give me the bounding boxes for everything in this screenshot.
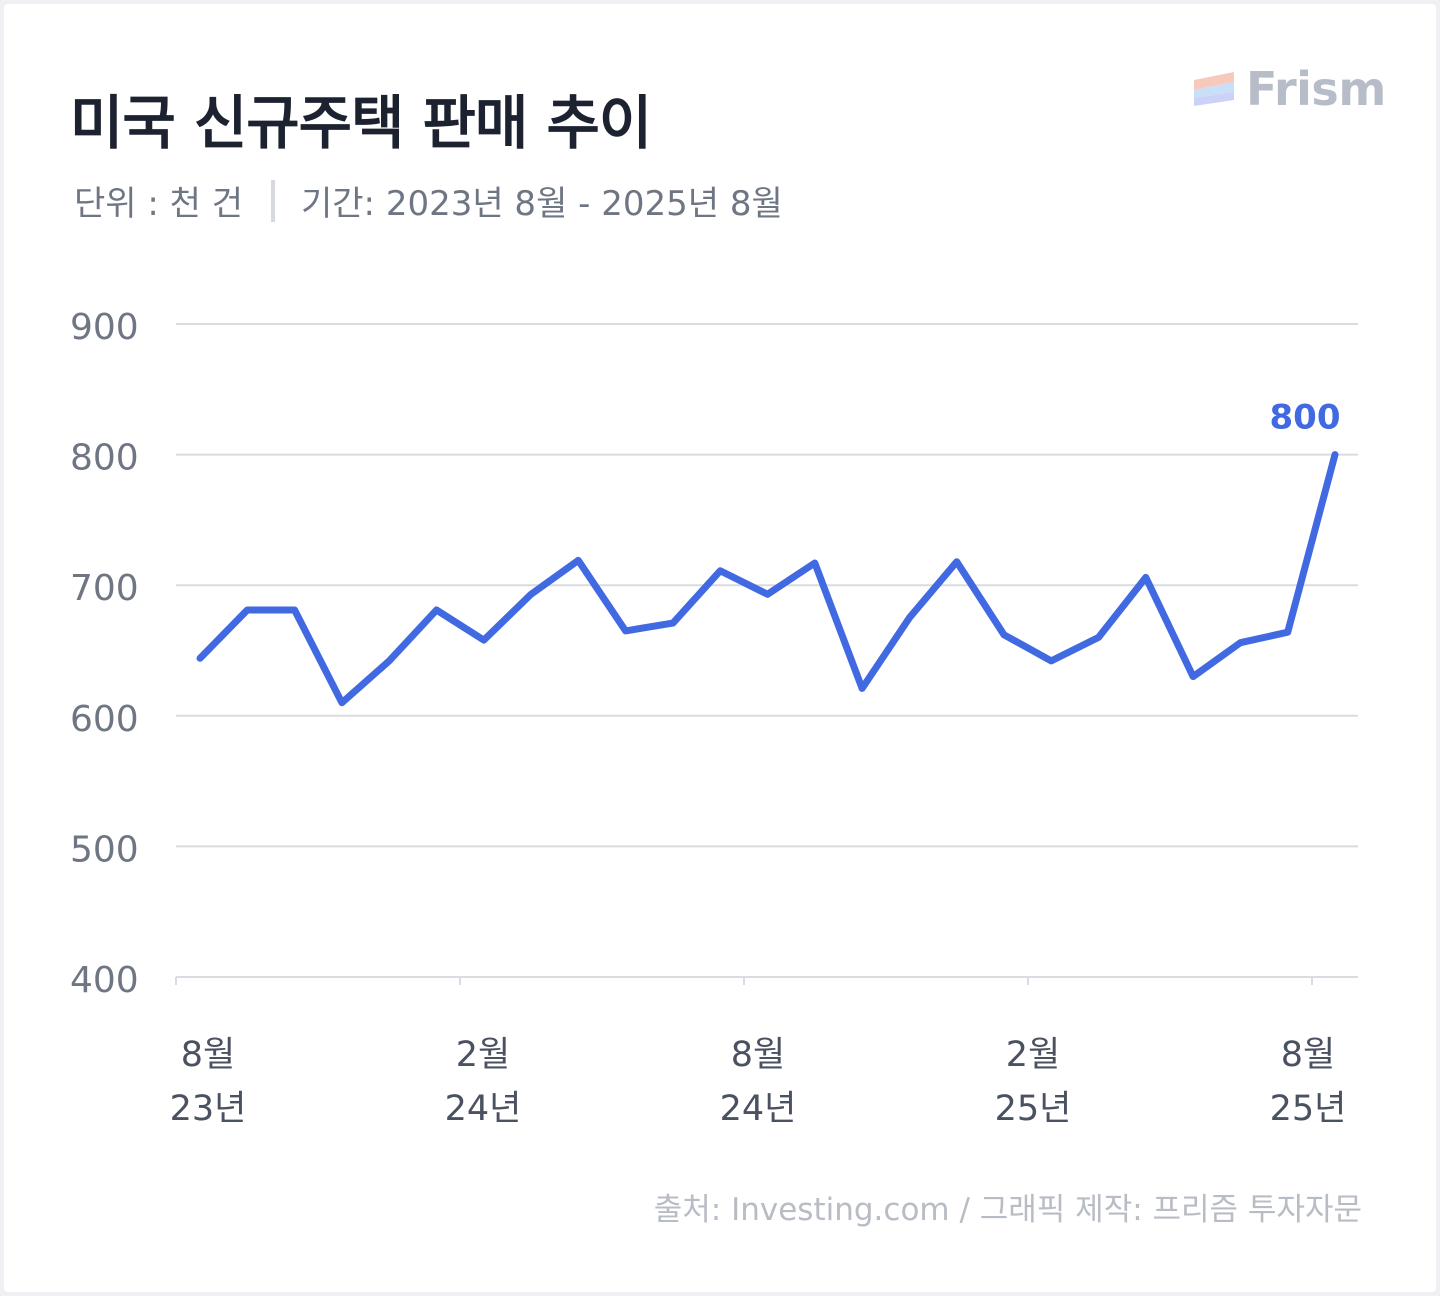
- chart-card: 미국 신규주택 판매 추이 단위 : 천 건 기간: 2023년 8월 - 20…: [4, 4, 1436, 1292]
- y-tick-label: 500: [70, 829, 139, 870]
- x-tick-month: 8월: [181, 1035, 235, 1075]
- data-label: 800: [1270, 398, 1341, 438]
- chart-title: 미국 신규주택 판매 추이: [70, 89, 652, 157]
- y-tick-label: 600: [70, 699, 139, 740]
- frism-logo: Frism: [1194, 62, 1386, 116]
- x-tick-year: 25년: [1270, 1089, 1347, 1129]
- y-tick-label: 700: [70, 568, 139, 609]
- y-axis-ticks: 900 800 700 600 500 400: [70, 307, 139, 1001]
- data-labels: 800: [1270, 398, 1341, 438]
- period-label: 기간: 2023년 8월 - 2025년 8월: [301, 184, 783, 224]
- series-layer: [196, 451, 1339, 707]
- y-tick-label: 400: [70, 960, 139, 1001]
- x-axis: 8월 23년 2월 24년 8월 24년 2월 25년 8월 25년: [170, 977, 1347, 1129]
- source-note: 출처: Investing.com / 그래픽 제작: 프리즘 투자자문: [653, 1192, 1362, 1228]
- grid-lines: [176, 323, 1358, 978]
- x-tick-year: 23년: [170, 1089, 247, 1129]
- chart-subtitle: 단위 : 천 건 기간: 2023년 8월 - 2025년 8월: [74, 176, 783, 225]
- brand-name: Frism: [1246, 62, 1386, 116]
- y-tick-label: 900: [70, 307, 139, 348]
- x-tick-month: 2월: [456, 1035, 510, 1075]
- x-tick-year: 25년: [995, 1089, 1072, 1129]
- x-tick-month: 2월: [1006, 1035, 1060, 1075]
- series-line: [196, 451, 1339, 707]
- subtitle-divider: [271, 179, 275, 222]
- y-tick-label: 800: [70, 438, 139, 479]
- frism-stripes-logo-icon: [1194, 72, 1234, 106]
- x-tick-year: 24년: [720, 1089, 797, 1129]
- x-tick-month: 8월: [1281, 1035, 1335, 1075]
- x-tick-month: 8월: [731, 1035, 785, 1075]
- unit-label: 단위 : 천 건: [74, 184, 243, 224]
- x-tick-year: 24년: [445, 1089, 522, 1129]
